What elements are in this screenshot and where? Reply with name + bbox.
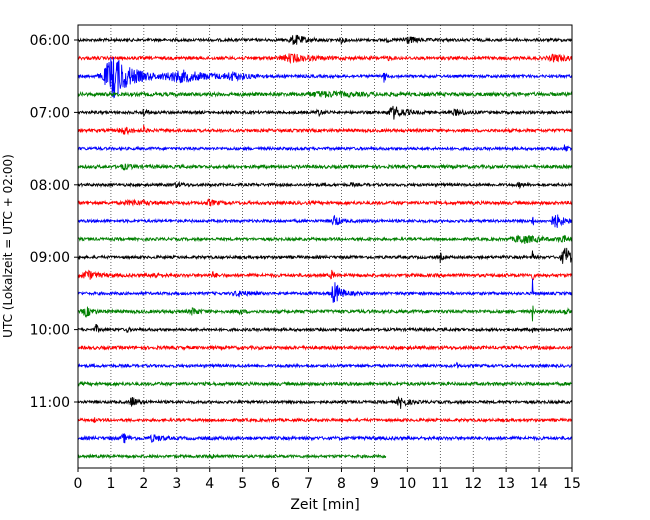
y-tick-label: 07:00 (30, 105, 70, 121)
trace-0915 (77, 269, 573, 281)
y-axis-label: UTC (Lokalzeit = UTC + 02:00) (1, 154, 15, 338)
trace-1145 (77, 453, 387, 460)
x-tick-label: 14 (530, 476, 548, 492)
trace-1015 (77, 344, 573, 352)
x-axis-label: Zeit [min] (290, 497, 359, 513)
y-ticks: 06:00 07:00 08:00 09:00 10:00 11:00 (30, 33, 78, 411)
trace-0715 (77, 124, 573, 136)
x-tick-label: 15 (563, 476, 581, 492)
x-tick-label: 4 (205, 476, 214, 492)
trace-0615 (77, 53, 573, 65)
trace-0930 (77, 278, 573, 303)
x-tick-label: 1 (106, 476, 115, 492)
trace-1115 (77, 417, 573, 424)
trace-0600 (77, 34, 572, 46)
trace-1045 (77, 380, 572, 388)
y-tick-label: 08:00 (30, 178, 70, 194)
trace-1130 (77, 432, 572, 444)
x-tick-label: 13 (497, 476, 515, 492)
x-tick-label: 2 (139, 476, 148, 492)
trace-0730 (77, 144, 573, 152)
x-tick-label: 5 (238, 476, 247, 492)
trace-1100 (77, 395, 573, 409)
trace-0745 (77, 163, 573, 171)
x-tick-label: 7 (304, 476, 313, 492)
x-tick-label: 9 (370, 476, 379, 492)
x-tick-label: 12 (464, 476, 482, 492)
x-tick-label: 3 (172, 476, 181, 492)
x-tick-label: 10 (398, 476, 416, 492)
trace-0830 (77, 214, 573, 228)
x-tick-label: 11 (431, 476, 449, 492)
trace-0630 (77, 57, 573, 99)
trace-0700 (77, 105, 573, 120)
trace-0945 (77, 305, 573, 322)
trace-0815 (77, 197, 573, 207)
y-tick-label: 06:00 (30, 33, 70, 49)
trace-0900 (77, 247, 573, 264)
x-tick-label: 0 (74, 476, 83, 492)
traces-group (77, 34, 573, 460)
plot-frame (77, 24, 573, 469)
trace-0800 (77, 180, 573, 190)
trace-0845 (77, 234, 573, 244)
x-tick-label: 8 (337, 476, 346, 492)
y-tick-label: 09:00 (30, 250, 70, 266)
trace-0645 (77, 89, 573, 99)
trace-1000 (77, 323, 573, 333)
y-tick-label: 11:00 (30, 395, 70, 411)
y-tick-label: 10:00 (30, 323, 70, 339)
x-ticks: 0 1 2 3 4 5 6 7 8 9 10 11 12 13 14 15 (74, 468, 581, 492)
x-grid (110, 25, 540, 468)
x-tick-label: 6 (271, 476, 280, 492)
trace-1030 (77, 361, 573, 369)
